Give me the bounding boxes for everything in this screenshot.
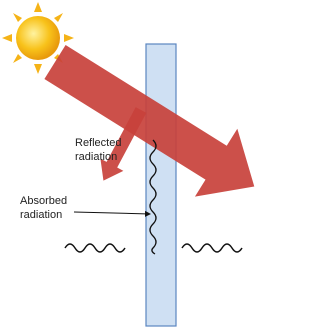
right-wave (182, 244, 242, 252)
reflected-label: Reflected (75, 137, 121, 149)
diagram: Reflected radiation Absorbed radiation (0, 0, 258, 329)
left-wave (65, 244, 125, 252)
page: {"reflected_label": ["Reflected", "radia… (0, 0, 320, 329)
absorbed-label: Absorbed (20, 195, 67, 207)
reflected-label: radiation (75, 151, 117, 163)
absorbed-label: radiation (20, 209, 62, 221)
absorbed-pointer (74, 212, 150, 214)
